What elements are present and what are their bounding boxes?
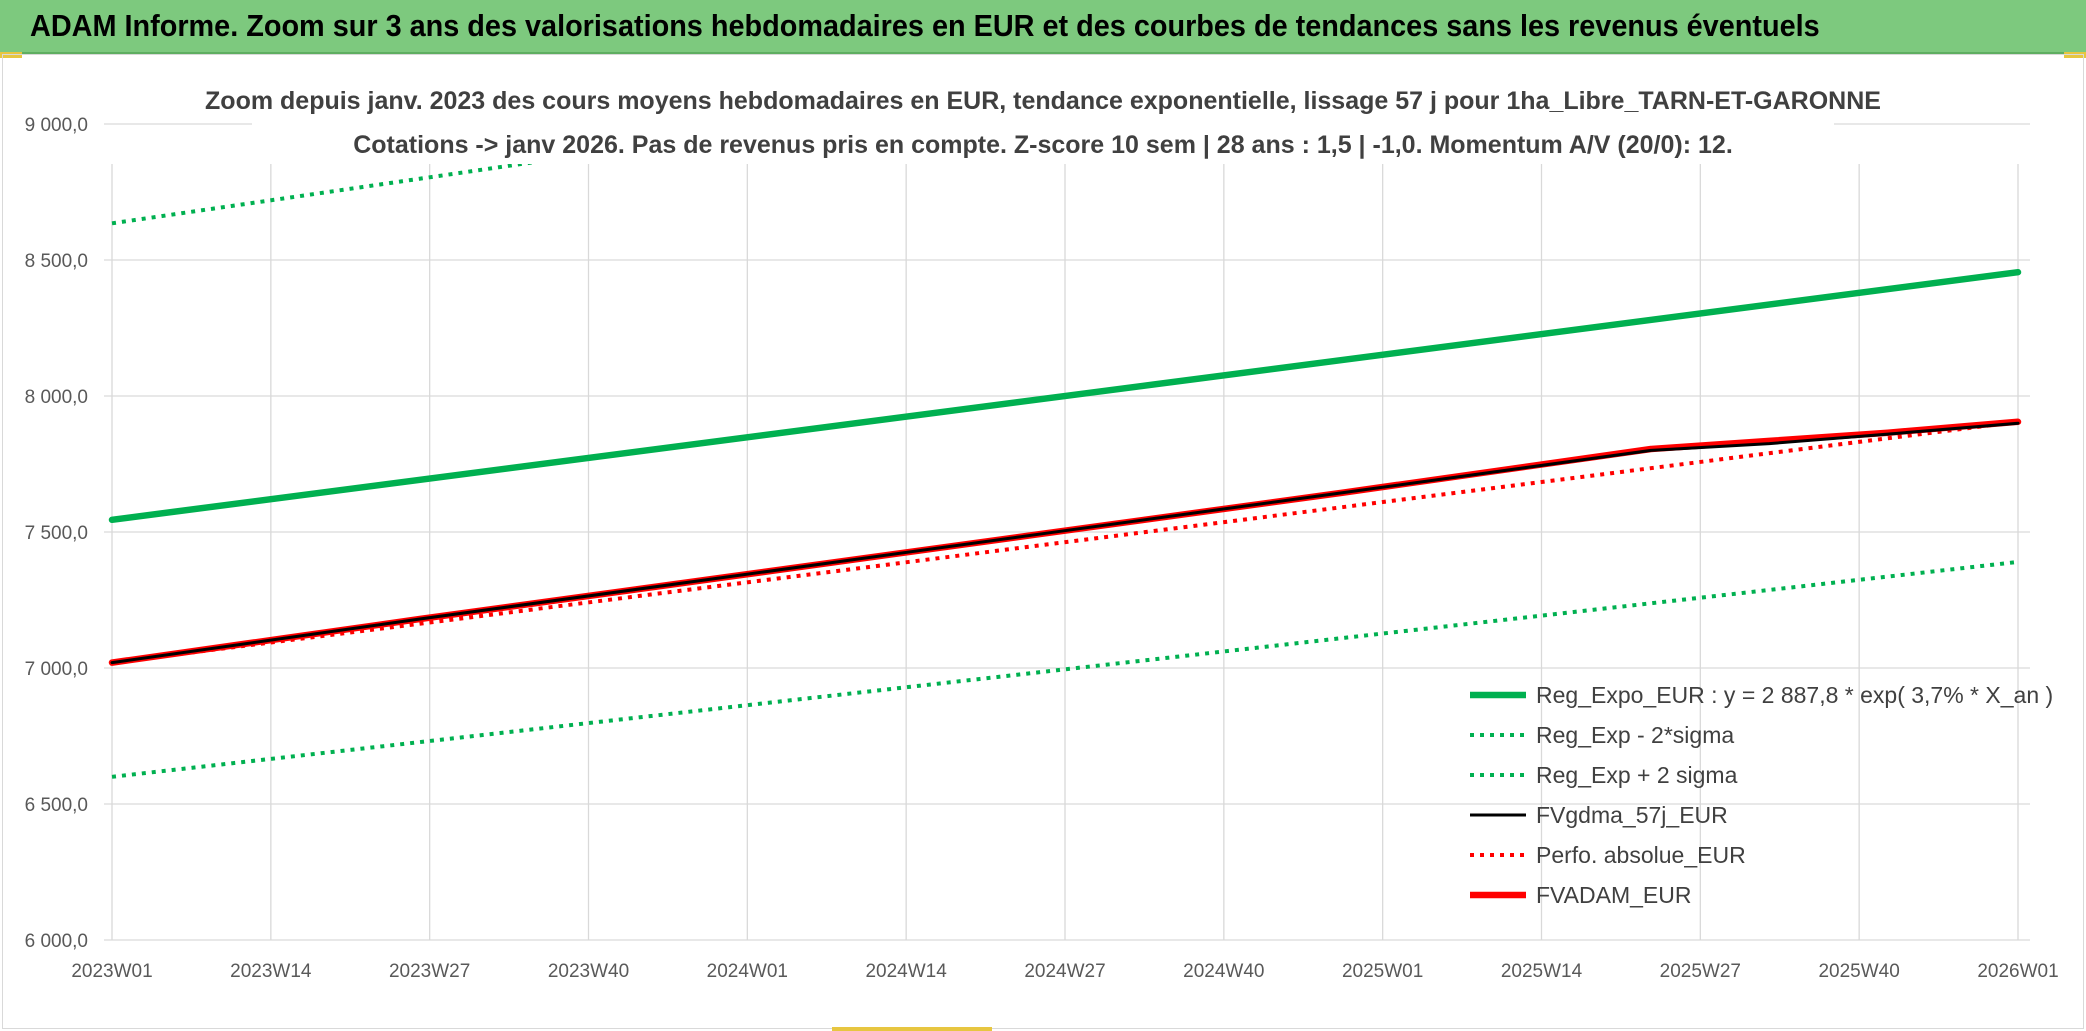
- legend-label: Reg_Exp - 2*sigma: [1536, 722, 1734, 748]
- legend-label: FVADAM_EUR: [1536, 882, 1692, 908]
- chart-title-line-2: Cotations -> janv 2026. Pas de revenus p…: [353, 131, 1733, 159]
- report-title: ADAM Informe. Zoom sur 3 ans des valoris…: [30, 8, 1820, 43]
- x-tick-label: 2024W01: [707, 961, 788, 982]
- y-tick-label: 6 500,0: [25, 795, 88, 816]
- y-tick-label: 6 000,0: [25, 931, 88, 952]
- series-line-4: [111, 419, 2019, 665]
- y-tick-label: 8 500,0: [25, 251, 88, 272]
- report-banner: ADAM Informe. Zoom sur 3 ans des valoris…: [0, 0, 2086, 54]
- legend-label: FVgdma_57j_EUR: [1536, 802, 1728, 828]
- series-line-3: [110, 421, 2020, 665]
- bottom-marker: [832, 1027, 992, 1031]
- y-tick-label: 7 000,0: [25, 659, 88, 680]
- x-tick-label: 2026W01: [1977, 961, 2058, 982]
- x-tick-label: 2023W27: [389, 961, 470, 982]
- x-tick-label: 2023W40: [548, 961, 629, 982]
- legend: Reg_Expo_EUR : y = 2 887,8 * exp( 3,7% *…: [1470, 682, 2053, 908]
- x-tick-label: 2025W14: [1501, 961, 1583, 982]
- x-tick-label: 2025W27: [1660, 961, 1741, 982]
- y-tick-label: 9 000,0: [25, 115, 88, 136]
- legend-label: Reg_Expo_EUR : y = 2 887,8 * exp( 3,7% *…: [1536, 682, 2053, 708]
- series-lines: [108, 124, 2022, 779]
- legend-label: Perfo. absolue_EUR: [1536, 842, 1746, 868]
- corner-marker-right: [2064, 52, 2086, 58]
- corner-marker-left: [0, 52, 22, 58]
- chart-title-line-1: Zoom depuis janv. 2023 des cours moyens …: [205, 87, 1881, 115]
- y-axis-ticks: 6 000,0 6 500,0 7 000,0 7 500,0 8 000,0 8 500…: [25, 115, 88, 952]
- y-tick-label: 8 000,0: [25, 387, 88, 408]
- title-background: [252, 80, 1834, 164]
- series-line-0: [108, 268, 2022, 524]
- x-tick-label: 2023W14: [230, 961, 312, 982]
- legend-label: Reg_Exp + 2 sigma: [1536, 762, 1738, 788]
- x-axis-ticks: 2023W01 2023W14 2023W27 2023W40 2024W01 2024W…: [71, 961, 2058, 982]
- x-tick-label: 2025W40: [1818, 961, 1899, 982]
- x-tick-label: 2024W14: [865, 961, 947, 982]
- chart-area-border: [2, 54, 2084, 1029]
- x-tick-label: 2023W01: [71, 961, 152, 982]
- x-tick-label: 2024W40: [1183, 961, 1264, 982]
- y-tick-label: 7 500,0: [25, 523, 88, 544]
- series-line-2: [111, 124, 812, 226]
- x-tick-label: 2024W27: [1024, 961, 1105, 982]
- x-tick-label: 2025W01: [1342, 961, 1423, 982]
